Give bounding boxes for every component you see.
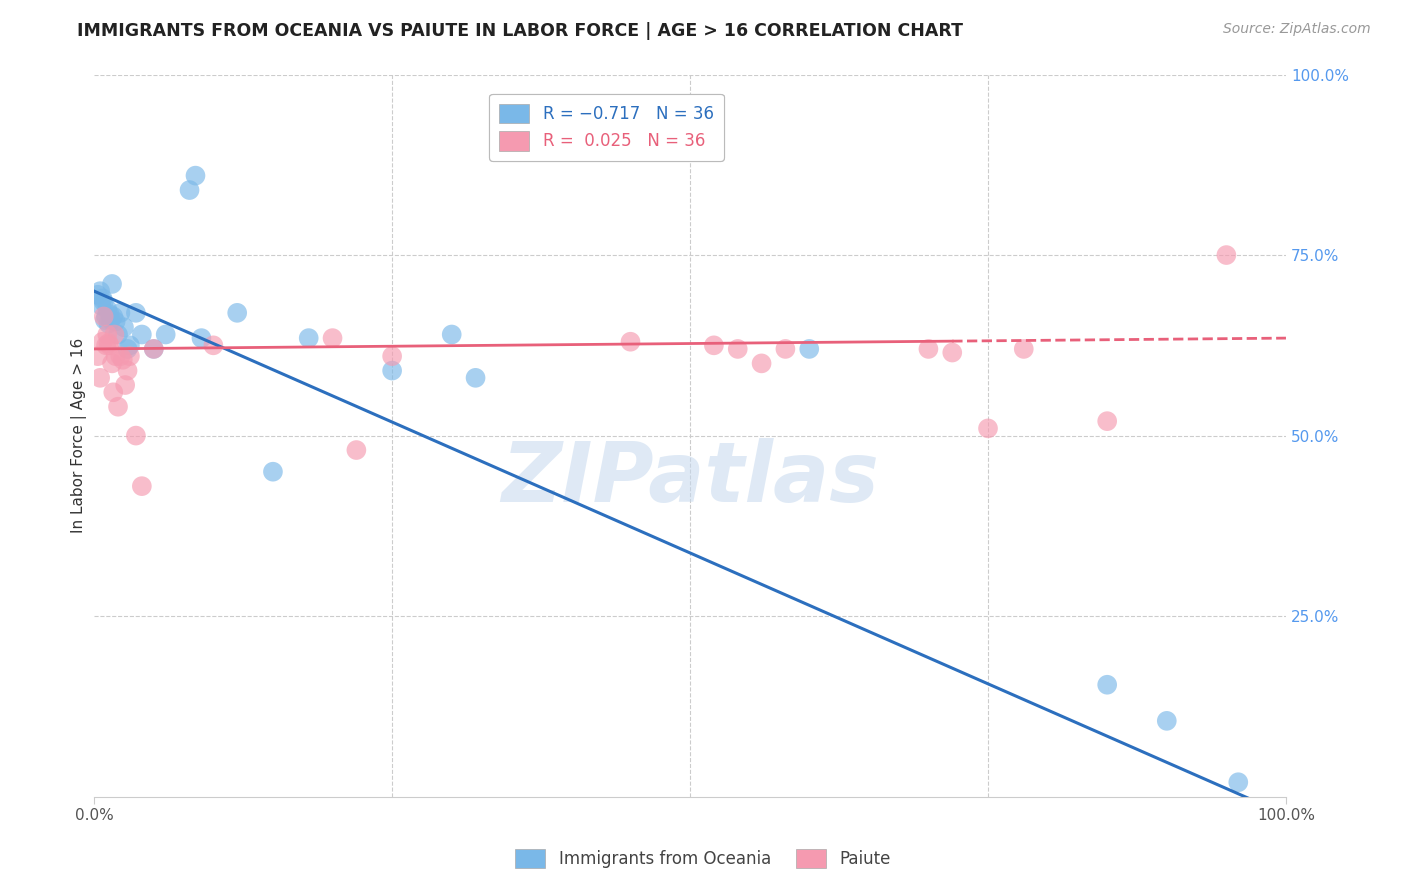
Point (298, 331, 321, 345)
Point (1227, 775, 1250, 789)
Point (131, 479, 153, 493)
Point (440, 327, 463, 342)
Point (110, 349, 132, 363)
Point (87, 349, 110, 363)
Point (96, 302, 118, 317)
Point (262, 465, 284, 479)
Point (97, 317, 120, 331)
Point (142, 342, 165, 356)
Text: Source: ZipAtlas.com: Source: ZipAtlas.com (1223, 22, 1371, 37)
Point (94, 338, 117, 352)
Point (131, 327, 153, 342)
Point (751, 356, 773, 370)
Point (103, 327, 125, 342)
Legend: R = −0.717   N = 36, R =  0.025   N = 36: R = −0.717 N = 36, R = 0.025 N = 36 (489, 94, 724, 161)
Point (727, 342, 749, 356)
Point (98, 338, 121, 352)
Point (381, 349, 404, 363)
Point (117, 363, 139, 377)
Point (94, 310, 117, 324)
Point (90, 299, 112, 313)
Point (103, 310, 125, 324)
Point (125, 428, 148, 442)
Point (87, 287, 110, 301)
Point (104, 314, 127, 328)
Point (114, 378, 136, 392)
Point (96, 327, 118, 342)
Point (97, 336, 120, 351)
Point (322, 331, 344, 345)
Point (100, 313, 122, 327)
Point (93, 295, 115, 310)
Point (1156, 714, 1178, 728)
Point (101, 277, 124, 291)
Point (619, 334, 641, 349)
Point (93, 310, 115, 324)
Point (118, 349, 141, 363)
Text: ZIPatlas: ZIPatlas (501, 439, 879, 519)
Point (98, 307, 121, 321)
Point (917, 342, 939, 356)
Point (1012, 342, 1035, 356)
Point (1215, 248, 1237, 262)
Point (103, 385, 125, 400)
Point (91, 292, 114, 306)
Point (703, 338, 725, 352)
Point (101, 356, 124, 370)
Legend: Immigrants from Oceania, Paiute: Immigrants from Oceania, Paiute (509, 842, 897, 875)
Point (775, 342, 797, 356)
Point (226, 306, 249, 320)
Point (111, 352, 134, 367)
Point (381, 363, 404, 377)
Point (1095, 678, 1118, 692)
Point (89, 371, 111, 385)
Text: IMMIGRANTS FROM OCEANIA VS PAIUTE IN LABOR FORCE | AGE > 16 CORRELATION CHART: IMMIGRANTS FROM OCEANIA VS PAIUTE IN LAB… (77, 22, 963, 40)
Point (104, 349, 127, 363)
Point (184, 169, 207, 183)
Point (344, 443, 367, 458)
Point (142, 342, 165, 356)
Point (977, 421, 1000, 435)
Point (110, 306, 132, 320)
Point (94, 313, 117, 327)
Point (107, 327, 129, 342)
Point (125, 306, 148, 320)
Point (1095, 414, 1118, 428)
Point (190, 331, 212, 345)
Point (799, 342, 821, 356)
Point (112, 320, 135, 334)
Point (117, 342, 139, 356)
Point (107, 400, 129, 414)
Point (91, 334, 114, 349)
Point (202, 338, 225, 352)
Point (89, 284, 111, 298)
Point (179, 183, 201, 197)
Point (118, 338, 141, 352)
Point (464, 371, 486, 385)
Point (155, 327, 177, 342)
Y-axis label: In Labor Force | Age > 16: In Labor Force | Age > 16 (72, 338, 87, 533)
Point (941, 345, 963, 359)
